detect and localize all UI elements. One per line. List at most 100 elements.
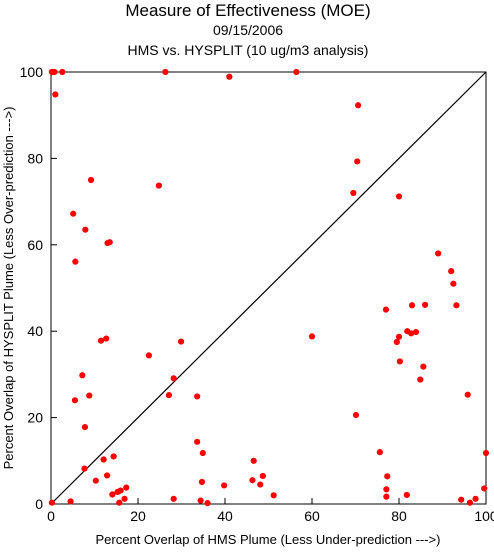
data-point <box>481 485 488 492</box>
data-point <box>51 68 58 76</box>
x-tick-label: 100 <box>474 508 494 524</box>
data-point <box>87 176 95 184</box>
data-point <box>104 472 111 479</box>
data-point <box>81 424 89 431</box>
data-point <box>417 376 424 383</box>
data-point <box>198 478 206 486</box>
data-point <box>48 499 55 506</box>
data-point <box>352 411 360 419</box>
data-point <box>71 397 79 404</box>
data-point <box>81 465 88 472</box>
y-tick-label: 100 <box>20 64 44 80</box>
data-point <box>170 375 177 382</box>
data-point <box>435 250 442 257</box>
data-point <box>376 449 383 456</box>
data-point <box>100 456 107 463</box>
data-point <box>383 493 390 500</box>
data-point <box>257 481 264 488</box>
data-point <box>408 302 416 309</box>
data-point <box>82 226 89 233</box>
x-tick-label: 80 <box>391 508 407 524</box>
data-point <box>466 499 474 506</box>
data-point <box>384 473 391 480</box>
data-point <box>464 391 471 398</box>
plot-area: 0 20 40 60 80 100 0 20 40 60 80 100 <box>20 64 494 524</box>
data-point <box>396 358 403 365</box>
data-point <box>86 392 93 399</box>
chart-title: Measure of Effectiveness (MOE) <box>125 1 370 20</box>
data-point <box>355 102 362 109</box>
y-tick-label: 20 <box>27 410 43 426</box>
data-point <box>458 496 465 503</box>
data-point <box>395 193 403 200</box>
data-point <box>114 488 121 496</box>
y-tick-label: 0 <box>35 496 43 512</box>
x-axis-ticks: 0 20 40 60 80 100 <box>47 498 494 524</box>
data-point <box>52 91 59 98</box>
x-tick-label: 40 <box>217 508 233 524</box>
data-point <box>382 306 390 313</box>
data-point <box>121 495 128 502</box>
data-point <box>412 328 420 336</box>
data-point <box>194 393 201 400</box>
data-point <box>249 477 256 484</box>
data-point <box>110 453 117 460</box>
plot-frame <box>50 71 487 505</box>
data-point <box>221 482 228 489</box>
data-point <box>155 182 162 189</box>
data-point <box>408 330 415 337</box>
data-point <box>197 497 204 504</box>
data-point <box>350 189 357 197</box>
data-point <box>145 352 152 359</box>
data-point <box>97 337 105 344</box>
data-point <box>72 258 79 265</box>
data-point <box>393 338 400 346</box>
data-point <box>123 484 130 491</box>
y-axis-label: Percent Overlap of HYSPLIT Plume (Less O… <box>1 107 16 470</box>
data-point <box>199 449 206 457</box>
data-point <box>116 499 123 506</box>
data-point <box>79 372 86 379</box>
data-point <box>226 73 233 80</box>
data-point <box>177 338 185 345</box>
data-point <box>453 302 460 309</box>
data-point <box>383 486 390 493</box>
data-point <box>293 68 300 76</box>
data-point <box>103 335 110 342</box>
data-point <box>106 239 113 246</box>
data-point <box>270 492 277 499</box>
data-point <box>403 491 410 499</box>
data-point <box>70 210 77 217</box>
y-tick-label: 80 <box>27 150 43 166</box>
y-tick-label: 40 <box>27 323 43 339</box>
data-points <box>48 68 490 507</box>
data-point <box>448 268 455 275</box>
y-axis-ticks: 0 20 40 60 80 100 <box>20 64 57 512</box>
data-point <box>420 363 427 370</box>
chart-subtitle: HMS vs. HYSPLIT (10 ug/m3 analysis) <box>128 42 369 58</box>
data-point <box>472 495 479 502</box>
one-to-one-line <box>50 71 487 505</box>
data-point <box>92 477 99 484</box>
data-point <box>422 301 429 308</box>
data-point <box>194 438 201 445</box>
data-point <box>204 500 211 507</box>
data-point <box>450 280 457 287</box>
data-point <box>59 68 66 76</box>
data-point <box>162 68 169 76</box>
data-point <box>259 472 266 480</box>
data-point <box>250 457 257 464</box>
data-point <box>165 392 172 399</box>
data-point <box>170 495 177 502</box>
data-point <box>482 449 490 457</box>
chart-date: 09/15/2006 <box>213 22 283 38</box>
x-axis-label: Percent Overlap of HMS Plume (Less Under… <box>96 532 441 547</box>
x-tick-label: 60 <box>304 508 320 524</box>
data-point <box>395 333 403 340</box>
y-tick-label: 60 <box>27 237 43 253</box>
data-point <box>308 333 316 340</box>
data-point <box>109 491 116 498</box>
data-point <box>354 158 361 165</box>
x-tick-label: 20 <box>130 508 146 524</box>
